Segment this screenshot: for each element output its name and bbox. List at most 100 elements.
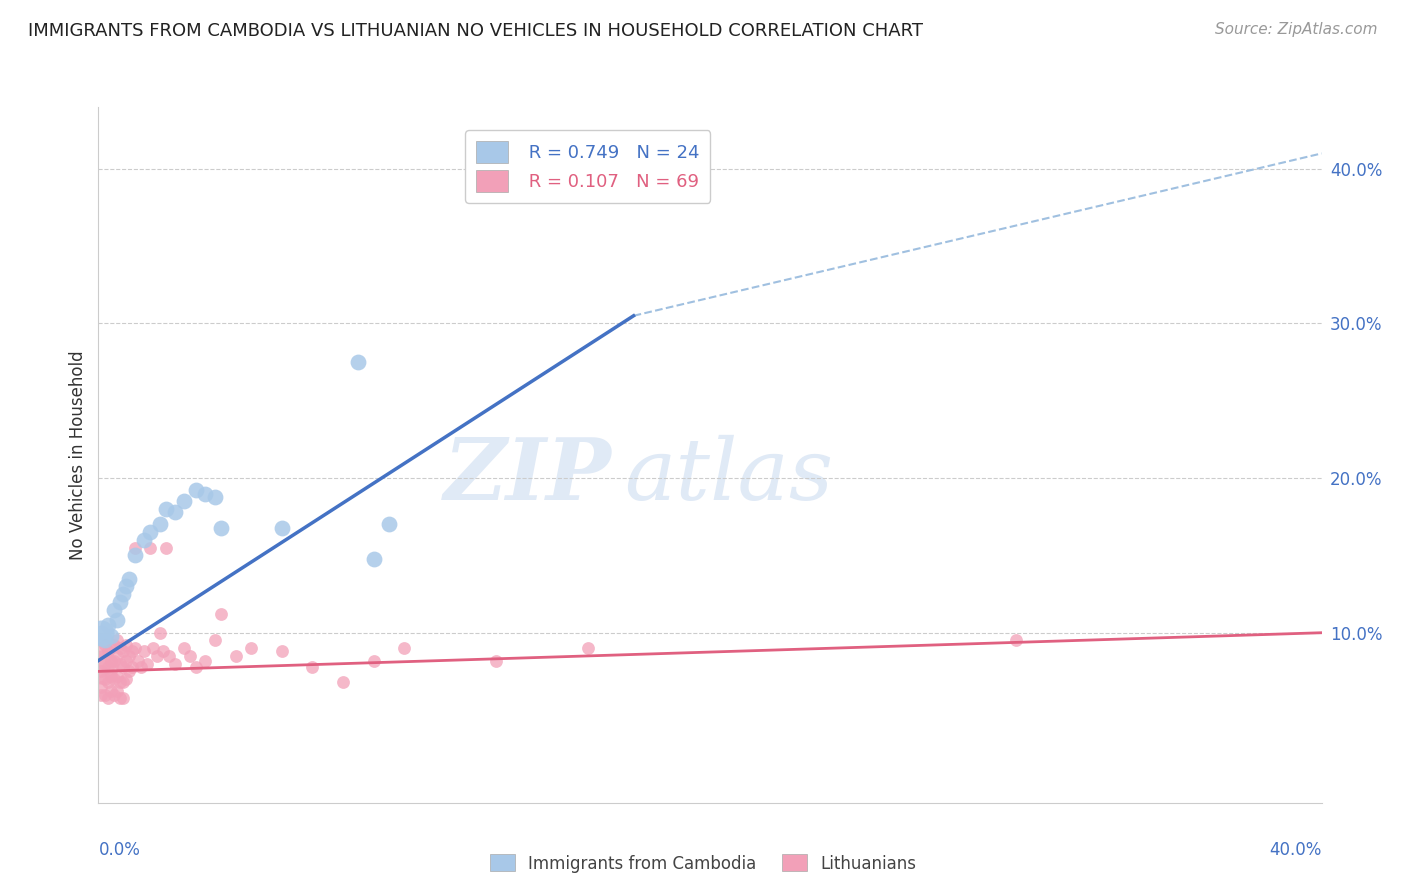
Point (163, 657, 186, 671)
Point (363, 551, 385, 566)
Point (378, 517, 401, 532)
Point (118, 665, 141, 679)
Point (115, 654, 138, 668)
Point (115, 672, 138, 686)
Point (105, 669, 128, 683)
Legend:  R = 0.749   N = 24,  R = 0.107   N = 69: R = 0.749 N = 24, R = 0.107 N = 69 (465, 130, 710, 202)
Point (108, 675, 131, 690)
Point (152, 644, 174, 658)
Point (93, 672, 115, 686)
Point (145, 648, 167, 663)
Point (149, 625, 172, 640)
Point (194, 654, 217, 668)
Point (142, 641, 165, 656)
Point (163, 505, 186, 519)
Point (347, 355, 370, 369)
Point (100, 641, 122, 656)
Point (155, 502, 177, 516)
Point (103, 688, 125, 702)
Point (90, 625, 112, 640)
Point (90, 680, 112, 694)
Point (111, 644, 134, 658)
Point (157, 648, 180, 663)
Point (124, 541, 146, 555)
Point (100, 684, 122, 698)
Point (129, 659, 152, 673)
Point (1004, 633, 1026, 648)
Point (103, 638, 125, 652)
Point (103, 654, 125, 668)
Point (149, 517, 172, 532)
Point (186, 659, 208, 673)
Point (111, 675, 134, 690)
Point (204, 633, 226, 648)
Point (204, 490, 226, 504)
Point (194, 486, 217, 500)
Point (209, 607, 232, 622)
Point (105, 633, 128, 648)
Point (115, 579, 138, 593)
Point (97, 644, 120, 658)
Point (108, 641, 131, 656)
Point (97, 690, 120, 705)
Point (576, 641, 599, 656)
Point (134, 644, 156, 658)
Point (108, 595, 131, 609)
Point (179, 648, 201, 663)
Point (108, 690, 131, 705)
Point (111, 587, 134, 601)
Point (139, 541, 162, 555)
Point (111, 659, 134, 673)
Point (121, 644, 143, 658)
Point (173, 494, 195, 508)
Point (100, 669, 122, 683)
Point (124, 641, 146, 656)
Point (105, 684, 128, 698)
Text: 0.0%: 0.0% (98, 841, 141, 860)
Point (100, 654, 122, 668)
Point (115, 638, 138, 652)
Point (97, 618, 120, 632)
Point (155, 541, 177, 555)
Text: 40.0%: 40.0% (1270, 841, 1322, 860)
Point (301, 659, 323, 673)
Point (90, 644, 112, 658)
Point (332, 675, 354, 690)
Legend: Immigrants from Cambodia, Lithuanians: Immigrants from Cambodia, Lithuanians (484, 847, 922, 880)
Point (97, 659, 120, 673)
Point (225, 648, 247, 663)
Point (105, 613, 128, 627)
Point (127, 654, 149, 668)
Text: IMMIGRANTS FROM CAMBODIA VS LITHUANIAN NO VEHICLES IN HOUSEHOLD CORRELATION CHAR: IMMIGRANTS FROM CAMBODIA VS LITHUANIAN N… (28, 22, 924, 40)
Point (240, 641, 263, 656)
Point (134, 533, 156, 547)
Point (118, 648, 141, 663)
Point (139, 525, 162, 540)
Point (93, 638, 115, 652)
Point (108, 657, 131, 671)
Point (103, 602, 125, 616)
Point (93, 633, 115, 648)
Point (90, 688, 112, 702)
Point (209, 520, 232, 534)
Point (97, 675, 120, 690)
Point (90, 665, 112, 679)
Point (93, 657, 115, 671)
Point (90, 659, 112, 673)
Point (173, 641, 195, 656)
Point (121, 659, 143, 673)
Point (124, 549, 146, 563)
Point (90, 625, 112, 640)
Point (270, 520, 292, 534)
Point (100, 629, 122, 643)
Point (392, 641, 416, 656)
Point (485, 654, 508, 668)
Point (363, 654, 385, 668)
Point (136, 657, 159, 671)
Point (103, 672, 125, 686)
Point (93, 688, 115, 702)
Text: ZIP: ZIP (444, 434, 612, 517)
Point (111, 690, 134, 705)
Point (105, 648, 128, 663)
Point (270, 644, 292, 658)
